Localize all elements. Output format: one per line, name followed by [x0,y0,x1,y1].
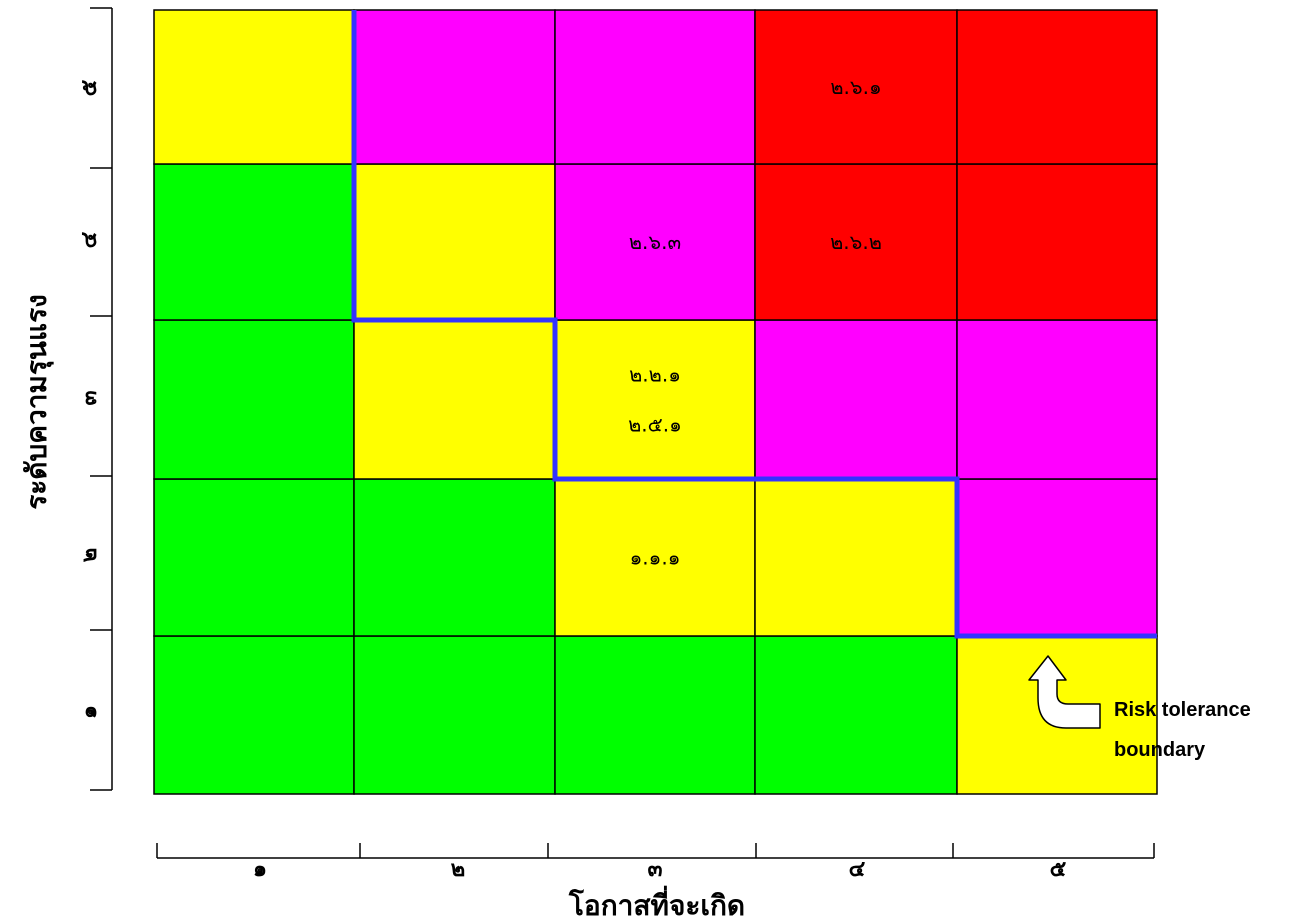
curved-up-arrow-icon [1028,655,1101,729]
matrix-cell [153,319,355,480]
y-tick-label: ๕ [77,79,102,96]
y-tick-label: ๑ [77,705,102,719]
matrix-cell [754,163,958,321]
x-axis-title: โอกาสที่จะเกิด [568,885,745,922]
risk-item-label: ๑.๑.๑ [630,546,681,570]
matrix-cell [153,9,355,165]
risk-item-label: ๒.๖.๓ [629,230,681,254]
x-tick-label: ๔ [849,857,866,882]
risk-item-label: ๒.๖.๑ [830,75,881,99]
matrix-cell [353,9,556,165]
risk-item-label: ๒.๒.๑ [629,363,681,387]
matrix-cell [353,635,556,795]
matrix-cell [956,319,1158,480]
risk-item-labels: ๒.๖.๑๒.๖.๓ ๒.๖.๒๒.๒.๑๒.๕.๑๑.๑.๑ [628,75,882,570]
matrix-cell [554,635,756,795]
annotation-line-1: Risk tolerance [1114,699,1251,721]
x-tick-label: ๕ [1050,857,1067,882]
annotation-line-2: boundary [1114,739,1206,761]
matrix-cell [956,478,1158,637]
risk-item-label: ๒.๖.๒ [830,230,882,254]
x-axis: ๑ ๒ ๓ ๔ ๕ [156,843,1155,882]
y-axis: ๑ ๒ ๓ ๔ ๕ [77,7,113,791]
matrix-cell [956,163,1158,321]
tolerance-annotation: Risk tolerance boundary [1028,655,1251,761]
y-axis-title: ระดับความรุนแรง [20,294,54,510]
matrix-cell [554,319,756,480]
tolerance-boundary [351,10,1157,639]
y-tick-label: ๔ [77,231,102,248]
matrix-cell [754,635,958,795]
matrix-cell [153,478,355,637]
matrix-cell [754,478,958,637]
x-tick-label: ๑ [253,857,267,882]
matrix-cell [153,635,355,795]
matrix-cell [353,478,556,637]
matrix-cell [554,9,756,165]
matrix-cell [554,478,756,637]
matrix-cell [956,9,1158,165]
boundary-line [351,10,1157,639]
matrix-cell [754,9,958,165]
matrix-cells [153,9,1158,795]
x-tick-label: ๒ [451,857,466,882]
matrix-cell [153,163,355,321]
matrix-cell [754,319,958,480]
x-tick-label: ๓ [647,857,662,882]
risk-item-label: ๒.๕.๑ [628,413,682,437]
matrix-cell [353,163,556,321]
y-tick-label: ๒ [77,548,102,563]
y-tick-label: ๓ [77,390,102,405]
matrix-cell [353,319,556,480]
